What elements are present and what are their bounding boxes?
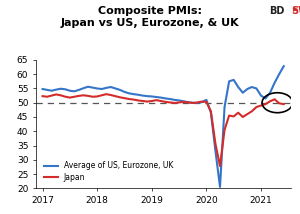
Average of US, Eurozone, UK xyxy=(132,93,135,95)
Line: Average of US, Eurozone, UK: Average of US, Eurozone, UK xyxy=(43,66,284,187)
Text: SWISS: SWISS xyxy=(291,6,300,16)
Japan xyxy=(191,102,194,104)
Japan xyxy=(104,93,108,95)
Text: Composite PMIs:
Japan vs US, Eurozone, & UK: Composite PMIs: Japan vs US, Eurozone, &… xyxy=(61,6,239,28)
Japan xyxy=(82,94,85,97)
Text: ▶: ▶ xyxy=(293,6,298,12)
Japan xyxy=(218,165,222,167)
Average of US, Eurozone, UK xyxy=(282,65,286,67)
Japan xyxy=(136,99,140,102)
Average of US, Eurozone, UK xyxy=(82,87,85,89)
Average of US, Eurozone, UK xyxy=(41,88,44,90)
Text: BD: BD xyxy=(270,6,285,16)
Japan xyxy=(186,101,190,104)
Average of US, Eurozone, UK xyxy=(205,99,208,101)
Japan xyxy=(177,101,181,104)
Japan xyxy=(282,103,286,106)
Japan xyxy=(41,95,44,97)
Legend: Average of US, Eurozone, UK, Japan: Average of US, Eurozone, UK, Japan xyxy=(42,160,175,183)
Average of US, Eurozone, UK xyxy=(186,101,190,103)
Line: Japan: Japan xyxy=(43,94,284,166)
Average of US, Eurozone, UK xyxy=(218,186,222,188)
Average of US, Eurozone, UK xyxy=(182,100,185,103)
Japan xyxy=(209,110,213,113)
Average of US, Eurozone, UK xyxy=(173,99,176,101)
